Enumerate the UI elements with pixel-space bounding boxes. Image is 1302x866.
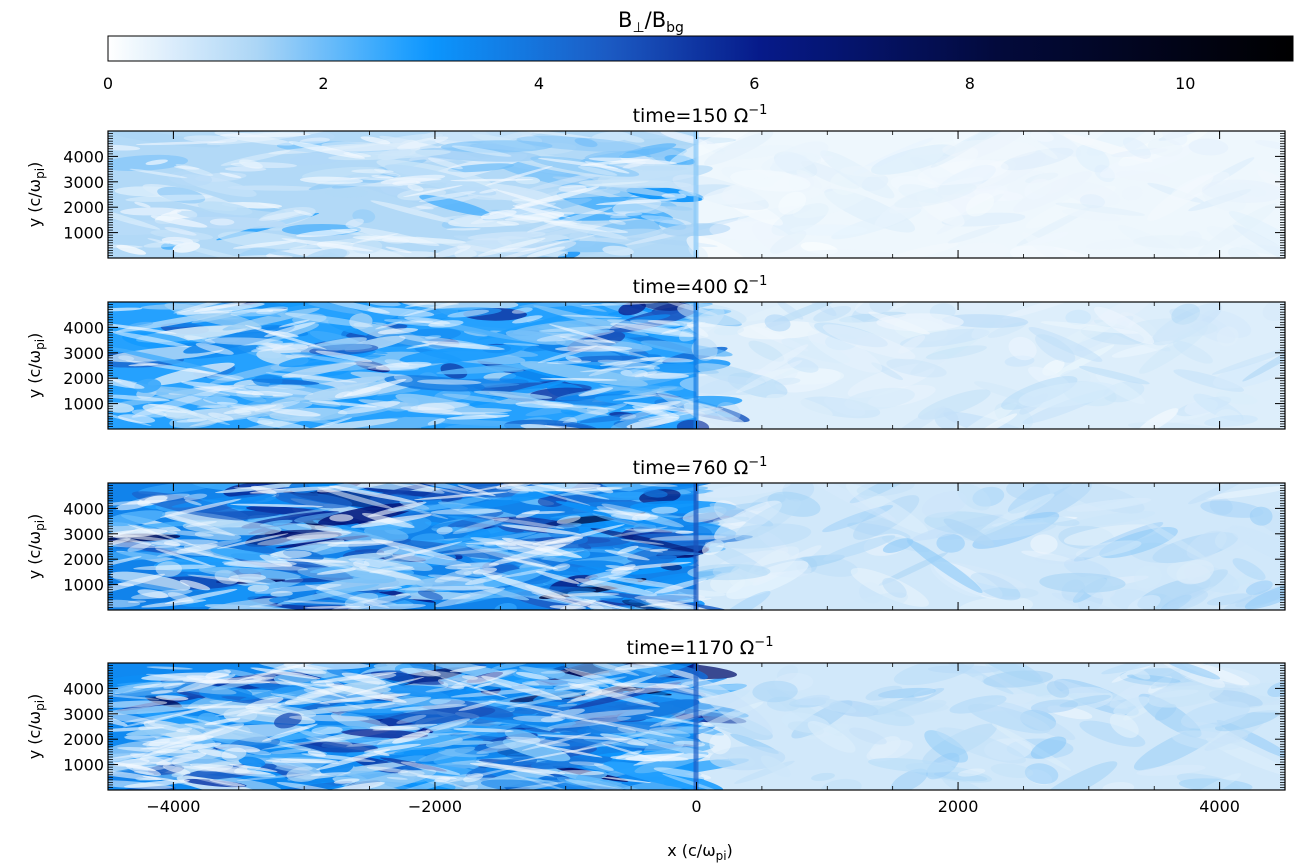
y-tick-label: 1000	[63, 395, 104, 414]
x-tick-label: −2000	[408, 797, 462, 816]
x-tick-label: 4000	[1199, 797, 1240, 816]
y-tick-label: 2000	[63, 369, 104, 388]
y-tick-label: 4000	[63, 318, 104, 337]
colorbar-tick-label: 6	[749, 74, 759, 93]
x-tick-label: 2000	[938, 797, 979, 816]
y-tick-label: 3000	[63, 525, 104, 544]
colorbar: B⊥/Bbg 0 2 4 6 8 10	[103, 8, 1294, 93]
panel-title: time=400 Ω−1	[633, 274, 768, 298]
x-axis-label: x (c/ωpi)	[667, 841, 733, 863]
y-tick-label: 2000	[63, 198, 104, 217]
panel-title: time=760 Ω−1	[633, 455, 768, 479]
y-tick-label: 3000	[63, 173, 104, 192]
y-tick-label: 3000	[63, 344, 104, 363]
panel-400: time=400 Ω−1 1000 2000 3000 4000 y (c/ωpi)	[25, 274, 1286, 430]
y-tick-label: 1000	[63, 576, 104, 595]
field-map	[108, 302, 1285, 429]
colorbar-tick-label: 0	[103, 74, 113, 93]
colorbar-tick-label: 10	[1175, 74, 1195, 93]
y-tick-label: 4000	[63, 147, 104, 166]
y-tick-label: 2000	[63, 550, 104, 569]
y-tick-label: 4000	[63, 499, 104, 518]
panel-1170: time=1170 Ω−1 1000 2000 3000 4000 y (c/ωpi)	[25, 635, 1286, 791]
x-tick-label: 0	[691, 797, 701, 816]
panel-title: time=1170 Ω−1	[627, 635, 774, 659]
colorbar-tick-label: 2	[318, 74, 328, 93]
field-map	[108, 131, 1285, 258]
y-axis-label: y (c/ωpi)	[25, 694, 47, 760]
colorbar-gradient	[107, 35, 1294, 62]
x-tick-label: −4000	[146, 797, 200, 816]
y-axis-label: y (c/ωpi)	[25, 333, 47, 399]
y-tick-label: 1000	[63, 756, 104, 775]
panel-title: time=150 Ω−1	[633, 103, 768, 127]
field-map	[108, 483, 1285, 610]
colorbar-tick-label: 4	[534, 74, 544, 93]
y-tick-label: 2000	[63, 730, 104, 749]
colorbar-title-sub1: ⊥	[632, 20, 644, 36]
y-tick-label: 4000	[63, 679, 104, 698]
colorbar-tick-label: 8	[965, 74, 975, 93]
y-tick-label: 3000	[63, 705, 104, 724]
colorbar-title: B⊥/Bbg	[618, 8, 684, 36]
panel-760: time=760 Ω−1 1000 2000 3000 4000 y (c/ωpi)	[25, 455, 1286, 611]
y-axis-label: y (c/ωpi)	[25, 514, 47, 580]
y-axis-label: y (c/ωpi)	[25, 162, 47, 228]
field-map	[108, 663, 1285, 790]
y-tick-label: 1000	[63, 224, 104, 243]
panel-150: time=150 Ω−1 1000 2000 3000 4000 y (c/ωpi)	[25, 103, 1286, 259]
